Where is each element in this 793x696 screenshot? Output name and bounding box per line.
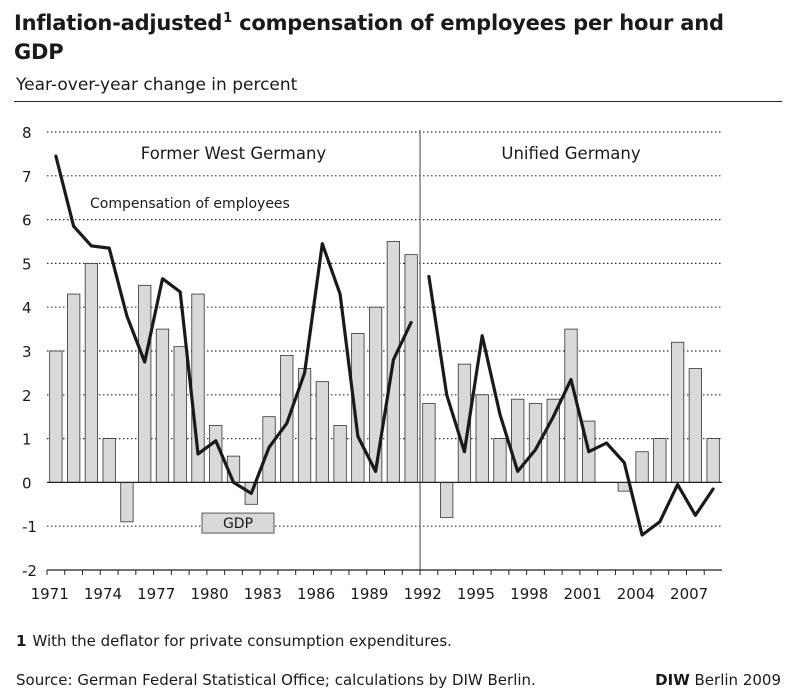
title-main: Inflation-adjusted	[14, 11, 223, 35]
x-tick-label: 1992	[404, 585, 442, 603]
x-tick-label: 1977	[137, 585, 175, 603]
x-tick-label: 1986	[297, 585, 335, 603]
gdp-bar	[138, 284, 152, 483]
x-tick-label: 2001	[563, 585, 601, 603]
gdp-bar	[422, 403, 436, 483]
source-note: Source: German Federal Statistical Offic…	[16, 671, 536, 689]
annotation-gdp: GDP	[223, 516, 253, 532]
gdp-bar	[440, 481, 454, 518]
gdp-bar	[369, 306, 383, 483]
footnote: 1 With the deflator for private consumpti…	[16, 632, 452, 650]
y-tick-label: -1	[22, 518, 37, 536]
y-tick-label: 7	[22, 168, 32, 186]
x-tick-label: 2004	[617, 585, 655, 603]
x-tick-label: 1998	[510, 585, 548, 603]
y-tick-label: 6	[22, 212, 32, 230]
gdp-bar	[635, 451, 649, 483]
gdp-bar	[84, 262, 99, 483]
compensation-line-segment	[427, 274, 715, 537]
x-tick-label: 1974	[84, 585, 122, 603]
gdp-bar	[315, 381, 329, 483]
annotation-compensation: Compensation of employees	[90, 196, 290, 212]
gdp-bar	[475, 394, 489, 483]
credit: DIW Berlin 2009	[655, 671, 781, 689]
title-footnote-marker: 1	[223, 11, 233, 26]
x-tick-label: 1989	[350, 585, 388, 603]
title-rest: compensation of employees per hour and G…	[14, 11, 724, 64]
gdp-bar	[546, 398, 560, 483]
gdp-bar	[102, 438, 116, 483]
y-tick-label: 8	[22, 124, 32, 142]
gdp-bar	[155, 328, 170, 483]
gdp-bar	[564, 328, 578, 483]
gdp-bar	[493, 438, 507, 483]
chart-svg: -2 -1 0 1 2 3 4 5 6 7 8 1971 1974 1977 1980 1983 1986 198…	[22, 124, 722, 603]
x-tick-label: 1995	[457, 585, 495, 603]
gdp-legend-box	[201, 512, 275, 534]
gdp-bar	[706, 438, 720, 483]
gdp-bar	[688, 368, 702, 483]
gdp-bar	[653, 438, 667, 483]
y-tick-label: 0	[22, 474, 32, 492]
y-tick-label: 4	[22, 299, 32, 317]
y-tick-label: 1	[22, 431, 32, 449]
y-tick-label: 3	[22, 343, 32, 361]
gdp-bar	[173, 346, 187, 483]
compensation-line-segment	[54, 154, 413, 495]
y-tick-label: -2	[22, 562, 37, 580]
y-tick-label: 2	[22, 387, 32, 405]
x-tick-label: 2007	[670, 585, 708, 603]
gdp-bar	[333, 425, 347, 483]
x-tick-label: 1971	[31, 585, 69, 603]
chart-subtitle: Year-over-year change in percent	[16, 75, 298, 95]
footnote-text: With the deflator for private consumptio…	[32, 632, 452, 650]
region-label-west: Former West Germany	[141, 144, 327, 163]
gdp-bar	[49, 350, 63, 483]
y-tick-label: 5	[22, 255, 32, 273]
x-tick-label: 1980	[190, 585, 228, 603]
footnote-number: 1	[16, 632, 27, 650]
region-label-unified: Unified Germany	[501, 144, 640, 163]
credit-text: Berlin 2009	[689, 671, 781, 689]
gdp-bar	[120, 481, 134, 523]
chart-title: Inflation-adjusted1 compensation of empl…	[14, 4, 774, 67]
header-rule	[14, 101, 782, 102]
gdp-bar	[670, 341, 685, 483]
x-tick-label: 1983	[244, 585, 282, 603]
gdp-bar	[67, 293, 81, 483]
credit-brand: DIW	[655, 671, 690, 689]
gdp-bar	[404, 254, 418, 483]
